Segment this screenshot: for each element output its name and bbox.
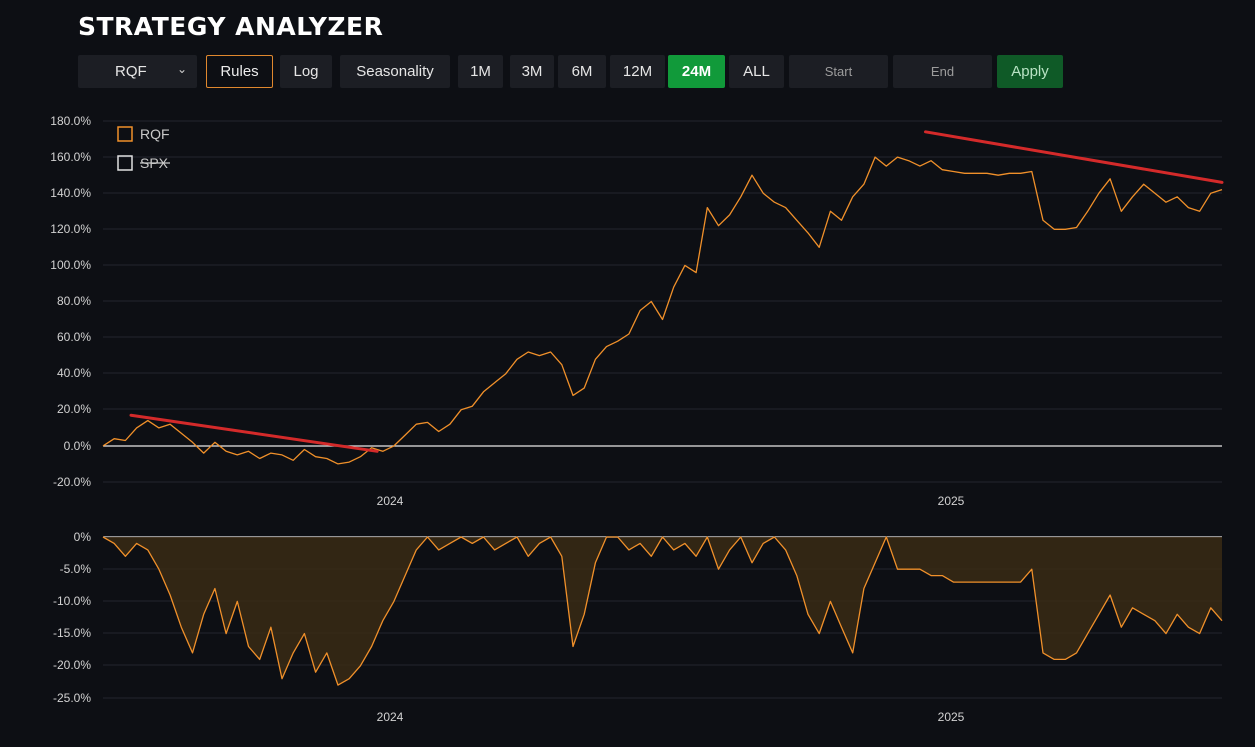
x-tick-label: 2024	[377, 494, 404, 508]
y-tick-label: -10.0%	[53, 594, 91, 608]
drawdown-chart: 0% -5.0% -10.0% -15.0% -20.0% -25.0% 2024 2025	[53, 530, 1223, 724]
log-button[interactable]: Log	[280, 55, 332, 88]
equity-chart: 180.0% 160.0% 140.0% 120.0% 100.0% 80.0% 60.0%…	[50, 114, 1224, 508]
y-tick-label: -20.0%	[53, 658, 91, 672]
chevron-down-icon: ⌄	[176, 62, 187, 76]
y-tick-label: -20.0%	[53, 475, 91, 489]
start-date-input[interactable]: Start	[789, 55, 888, 88]
y-tick-label: 80.0%	[57, 294, 91, 308]
y-tick-label: 60.0%	[57, 330, 91, 344]
equity-series-line	[102, 156, 1223, 465]
legend-swatch-rqf[interactable]	[117, 126, 133, 142]
range-24m-button[interactable]: 24M	[668, 55, 725, 88]
symbol-select-label: RQF	[115, 63, 147, 80]
y-tick-label: 100.0%	[50, 258, 91, 272]
drawdown-series-line	[102, 536, 1223, 686]
y-tick-label: -15.0%	[53, 626, 91, 640]
y-tick-label: 20.0%	[57, 402, 91, 416]
symbol-select[interactable]: RQF ⌄	[78, 55, 197, 88]
legend-swatch-spx[interactable]	[117, 155, 133, 171]
y-tick-label: -25.0%	[53, 691, 91, 705]
y-tick-label: 140.0%	[50, 186, 91, 200]
trendline-1	[129, 413, 379, 453]
x-tick-label: 2025	[938, 494, 965, 508]
y-tick-label: 180.0%	[50, 114, 91, 128]
y-tick-label: 0%	[74, 530, 92, 544]
end-date-input[interactable]: End	[893, 55, 992, 88]
x-tick-label: 2024	[377, 710, 404, 724]
drawdown-area	[103, 537, 1222, 686]
legend-label-rqf[interactable]: RQF	[140, 126, 170, 142]
y-tick-label: -5.0%	[60, 562, 92, 576]
range-all-button[interactable]: ALL	[729, 55, 784, 88]
x-tick-label: 2025	[938, 710, 965, 724]
y-tick-label: 120.0%	[50, 222, 91, 236]
apply-button[interactable]: Apply	[997, 55, 1063, 88]
rules-button[interactable]: Rules	[206, 55, 273, 88]
app-title: STRATEGY ANALYZER	[78, 12, 384, 41]
range-12m-button[interactable]: 12M	[610, 55, 665, 88]
seasonality-button[interactable]: Seasonality	[340, 55, 450, 88]
range-1m-button[interactable]: 1M	[458, 55, 503, 88]
trendline-2	[923, 130, 1224, 184]
y-tick-label: 40.0%	[57, 366, 91, 380]
y-tick-label: 160.0%	[50, 150, 91, 164]
y-tick-label: 0.0%	[64, 439, 92, 453]
range-6m-button[interactable]: 6M	[558, 55, 606, 88]
range-3m-button[interactable]: 3M	[510, 55, 554, 88]
